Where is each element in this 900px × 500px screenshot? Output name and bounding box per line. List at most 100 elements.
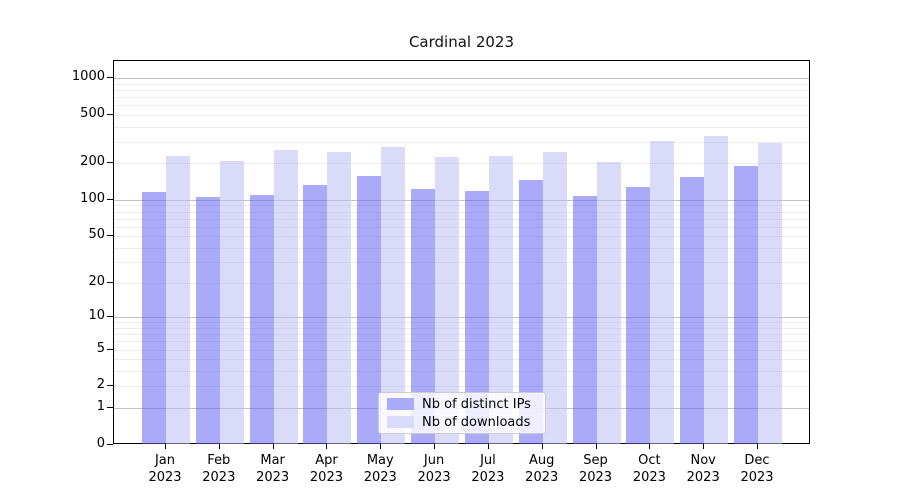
x-tick-year: 2023 (363, 470, 397, 485)
chart-legend: Nb of distinct IPs Nb of downloads (378, 392, 546, 434)
bar-ips-feb (195, 196, 220, 444)
minor-gridline (114, 359, 809, 361)
x-tick-label-nov: Nov 2023 (673, 452, 733, 486)
x-tick-mark (326, 444, 328, 449)
x-tick-month: Nov (690, 453, 716, 468)
x-tick-label-jun: Jun 2023 (404, 452, 464, 486)
plot-area (113, 60, 810, 444)
legend-row: Nb of distinct IPs (387, 397, 537, 412)
minor-gridline (114, 90, 809, 92)
minor-gridline (114, 328, 809, 330)
x-tick-mark (487, 444, 489, 449)
minor-gridline (114, 247, 809, 249)
legend-swatch-downloads (387, 416, 414, 428)
minor-gridline (114, 322, 809, 324)
bar-downloads-jan (166, 155, 190, 444)
x-tick-year: 2023 (309, 470, 343, 485)
legend-label: Nb of downloads (422, 414, 531, 430)
y-tick-mark (107, 282, 113, 284)
x-tick-month: May (366, 453, 394, 468)
x-tick-year: 2023 (686, 470, 720, 485)
x-tick-month: Jul (480, 453, 496, 468)
y-tick-mark (107, 162, 113, 164)
major-gridline (114, 199, 809, 201)
minor-gridline (114, 341, 809, 343)
x-tick-mark (434, 444, 436, 449)
bar-downloads-oct (650, 141, 675, 444)
x-tick-label-feb: Feb 2023 (189, 452, 249, 486)
y-tick-label: 10 (88, 308, 105, 324)
x-tick-month: Jun (423, 453, 445, 468)
bar-ips-mar (249, 195, 274, 444)
bar-downloads-sep (596, 162, 621, 444)
y-tick-mark (107, 406, 113, 408)
x-tick-label-jul: Jul 2023 (458, 452, 518, 486)
minor-gridline (114, 105, 809, 107)
minor-gridline (114, 218, 809, 220)
x-tick-label-oct: Oct 2023 (619, 452, 679, 486)
minor-gridline (114, 211, 809, 213)
x-tick-mark (541, 444, 543, 449)
minor-gridline (114, 163, 809, 165)
x-tick-year: 2023 (202, 470, 236, 485)
legend-swatch-ips (387, 398, 414, 410)
y-tick-label: 5 (96, 340, 105, 356)
minor-gridline (114, 97, 809, 99)
x-tick-year: 2023 (632, 470, 666, 485)
x-tick-year: 2023 (417, 470, 451, 485)
y-tick-label: 20 (88, 274, 105, 290)
x-tick-mark (165, 444, 166, 449)
major-gridline (114, 78, 809, 80)
x-tick-month: Oct (638, 453, 661, 468)
minor-gridline (114, 349, 809, 351)
bar-downloads-nov (704, 136, 729, 444)
x-tick-month: Jan (154, 453, 176, 468)
y-tick-label: 500 (80, 106, 105, 121)
x-tick-label-may: May 2023 (350, 452, 410, 486)
y-tick-label: 1 (96, 398, 105, 414)
bar-ips-nov (680, 177, 705, 444)
bar-ips-dec (734, 166, 758, 444)
x-tick-year: 2023 (525, 470, 559, 485)
bar-downloads-dec (758, 143, 782, 444)
bar-downloads-feb (219, 161, 244, 444)
y-tick-mark (107, 235, 113, 237)
minor-gridline (114, 226, 809, 228)
x-tick-mark (272, 444, 274, 449)
bar-ips-apr (303, 184, 328, 444)
bar-ips-sep (572, 195, 597, 444)
x-tick-mark (649, 444, 651, 449)
x-tick-year: 2023 (471, 470, 505, 485)
bar-downloads-mar (273, 149, 298, 444)
x-tick-mark (757, 444, 758, 449)
x-tick-year: 2023 (740, 470, 774, 485)
y-tick-label: 100 (80, 190, 105, 206)
y-tick-mark (107, 77, 113, 79)
legend-label: Nb of distinct IPs (422, 396, 531, 412)
y-tick-mark (107, 198, 113, 200)
minor-gridline (114, 205, 809, 207)
x-tick-label-aug: Aug 2023 (512, 452, 572, 486)
x-tick-month: Dec (744, 453, 770, 468)
chart-title: Cardinal 2023 (408, 33, 515, 51)
minor-gridline (114, 236, 809, 238)
bar-ips-oct (626, 186, 651, 444)
minor-gridline (114, 115, 809, 116)
major-gridline (114, 317, 809, 319)
x-tick-year: 2023 (578, 470, 613, 485)
legend-row: Nb of downloads (387, 415, 537, 430)
x-tick-year: 2023 (148, 470, 182, 485)
minor-gridline (114, 386, 809, 388)
y-tick-label: 200 (80, 154, 105, 170)
x-tick-month: Mar (260, 453, 285, 468)
y-tick-mark (107, 114, 113, 115)
x-tick-month: Apr (315, 453, 338, 468)
minor-gridline (114, 83, 809, 85)
minor-gridline (114, 283, 809, 285)
x-tick-label-sep: Sep 2023 (566, 452, 626, 486)
y-tick-mark (107, 316, 113, 318)
x-tick-mark (218, 444, 220, 449)
minor-gridline (114, 371, 809, 373)
x-tick-mark (380, 444, 382, 449)
